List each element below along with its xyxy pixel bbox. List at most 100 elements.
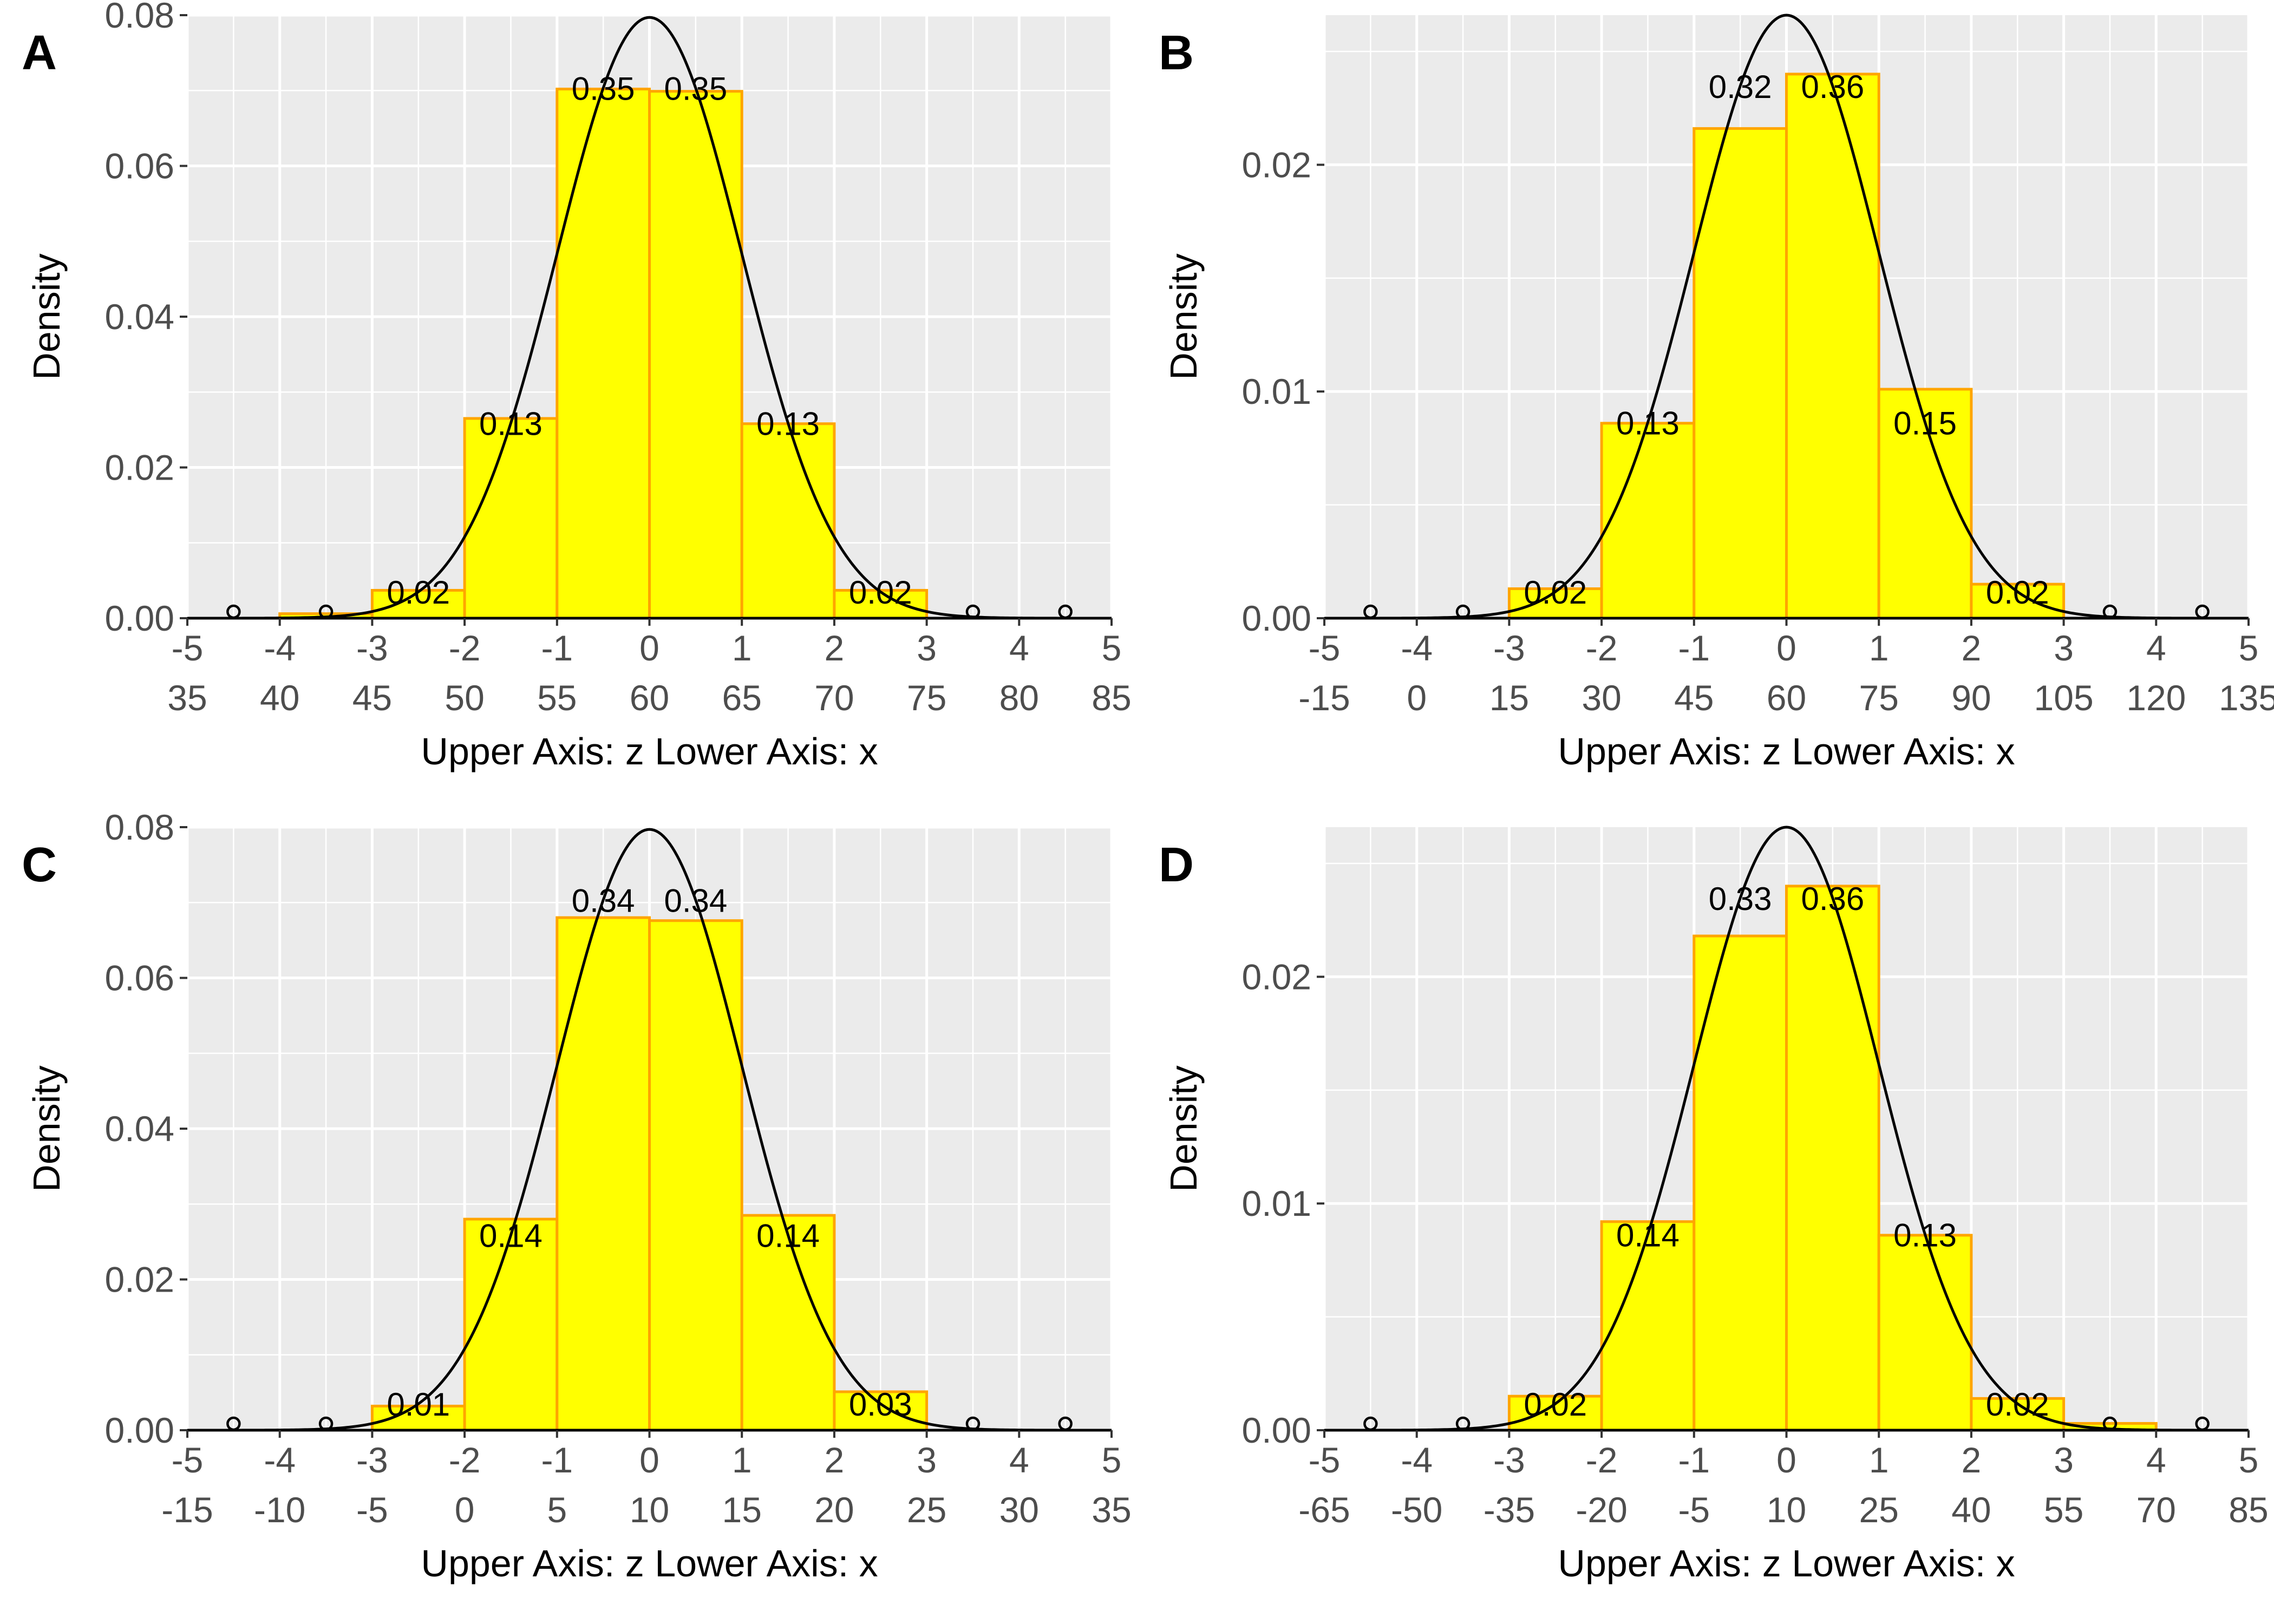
histogram-bar — [648, 919, 743, 1432]
y-axis-title: Density — [1162, 1065, 1205, 1191]
x-axis-title: Upper Axis: z Lower Axis: x — [421, 730, 878, 772]
upper-axis-tick-label: 4 — [1009, 628, 1029, 668]
lower-axis-tick-label: -10 — [254, 1490, 305, 1530]
histogram-bar — [1970, 582, 2066, 620]
upper-axis-tick-label: 5 — [2239, 628, 2259, 668]
upper-axis-tick-label: -5 — [1309, 1440, 1341, 1480]
normal-density-curve — [1324, 826, 2249, 1432]
normal-density-curve — [187, 16, 1112, 620]
histogram-bar — [1600, 422, 1696, 620]
upper-axis-tick-label: -2 — [449, 628, 481, 668]
y-tick-label: 0.08 — [105, 0, 174, 35]
y-tick-label: 0.08 — [105, 807, 174, 847]
panel-letter: D — [1159, 838, 1194, 892]
chart-panel-a: 0.02 0.13 0.35 0.35 0.13 0.02 0.00 0.02 0.04 0.06… — [22, 0, 1132, 772]
bar-value-label: 0.02 — [1986, 574, 2049, 611]
lower-axis-tick-label: 90 — [1951, 678, 1991, 718]
upper-axis-tick-label: 1 — [732, 628, 752, 668]
upper-axis-tick-label: -4 — [1401, 1440, 1433, 1480]
lower-axis-tick-label: 105 — [2034, 678, 2094, 718]
bar-value-label: 0.14 — [756, 1218, 820, 1254]
x-axis-title: Upper Axis: z Lower Axis: x — [421, 1542, 878, 1584]
lower-axis-tick-label: 135 — [2219, 678, 2274, 718]
histogram-bar — [463, 417, 559, 620]
upper-axis-tick-label: 1 — [1869, 1440, 1889, 1480]
upper-axis-tick-label: 2 — [1962, 628, 1982, 668]
upper-axis-tick-label: 4 — [2146, 628, 2166, 668]
panel-letter: A — [22, 26, 57, 80]
lower-axis-tick-label: 55 — [2044, 1490, 2083, 1530]
upper-axis-tick-label: -2 — [449, 1440, 481, 1480]
bar-value-label: 0.34 — [664, 883, 727, 919]
upper-axis-tick-label: -1 — [1678, 1440, 1710, 1480]
bar-value-label: 0.13 — [479, 406, 543, 442]
upper-axis-tick-label: 3 — [917, 628, 937, 668]
y-tick-label: 0.00 — [105, 598, 174, 638]
panel-letter: B — [1159, 26, 1194, 80]
bar-value-label: 0.32 — [1709, 69, 1772, 105]
lower-axis-tick-label: 45 — [352, 678, 392, 718]
lower-axis-tick-label: 10 — [630, 1490, 669, 1530]
upper-axis-tick-label: -4 — [264, 628, 296, 668]
upper-axis-tick-label: -5 — [1309, 628, 1341, 668]
lower-axis-tick-label: 70 — [2136, 1490, 2176, 1530]
histogram-bar — [740, 422, 836, 620]
bar-value-label: 0.13 — [1893, 1217, 1957, 1253]
x-axis-title: Upper Axis: z Lower Axis: x — [1558, 1542, 2015, 1584]
upper-axis-tick-label: 2 — [1962, 1440, 1982, 1480]
lower-axis-tick-label: -50 — [1391, 1490, 1442, 1530]
bar-value-label: 0.34 — [572, 883, 635, 919]
upper-axis-tick-label: 5 — [1102, 628, 1122, 668]
histogram-bar — [1785, 73, 1880, 620]
upper-axis-tick-label: 0 — [639, 628, 659, 668]
bar-value-label: 0.03 — [849, 1386, 912, 1423]
lower-axis-tick-label: 75 — [907, 678, 946, 718]
bar-value-label: 0.02 — [1986, 1386, 2049, 1423]
upper-axis-tick-label: 3 — [2054, 628, 2074, 668]
upper-axis-tick-label: 1 — [732, 1440, 752, 1480]
y-axis-title: Density — [25, 1065, 68, 1191]
bar-value-label: 0.35 — [664, 71, 727, 107]
bar-value-label: 0.14 — [479, 1218, 543, 1254]
lower-axis-tick-label: -5 — [356, 1490, 388, 1530]
x-axis-title: Upper Axis: z Lower Axis: x — [1558, 730, 2015, 772]
histogram-bar — [1507, 1394, 1603, 1432]
lower-axis-tick-label: 30 — [1582, 678, 1621, 718]
histogram-bar — [1877, 1234, 1973, 1432]
upper-axis-tick-label: 5 — [1102, 1440, 1122, 1480]
chart-panel-b: 0.02 0.13 0.32 0.36 0.15 0.02 0.00 0.01 0.02 -5 -1… — [1159, 14, 2274, 772]
bar-value-label: 0.01 — [387, 1386, 450, 1423]
y-tick-label: 0.00 — [1242, 598, 1311, 638]
lower-axis-tick-label: 25 — [907, 1490, 946, 1530]
bar-value-label: 0.36 — [1801, 881, 1864, 917]
lower-axis-tick-label: 40 — [1951, 1490, 1991, 1530]
lower-axis-tick-label: 60 — [630, 678, 669, 718]
lower-axis-tick-label: -5 — [1678, 1490, 1710, 1530]
lower-axis-tick-label: 40 — [260, 678, 299, 718]
lower-axis-tick-label: 10 — [1767, 1490, 1806, 1530]
y-tick-label: 0.06 — [105, 146, 174, 186]
lower-axis-tick-label: 65 — [722, 678, 761, 718]
upper-axis-tick-label: -2 — [1586, 628, 1618, 668]
lower-axis-tick-label: 30 — [999, 1490, 1039, 1530]
lower-axis-tick-label: -35 — [1484, 1490, 1535, 1530]
lower-axis-tick-label: 15 — [722, 1490, 761, 1530]
upper-axis-tick-label: 0 — [1776, 628, 1796, 668]
normal-density-curve — [1324, 14, 2249, 620]
upper-axis-tick-label: 2 — [825, 628, 845, 668]
upper-axis-tick-label: 2 — [825, 1440, 845, 1480]
bar-value-label: 0.14 — [1616, 1217, 1680, 1253]
histogram-bar — [556, 916, 651, 1432]
upper-axis-tick-label: -2 — [1586, 1440, 1618, 1480]
upper-axis-tick-label: 3 — [917, 1440, 937, 1480]
upper-axis-tick-label: -1 — [1678, 628, 1710, 668]
upper-axis-tick-label: -1 — [541, 628, 573, 668]
lower-axis-tick-label: 85 — [1092, 678, 1131, 718]
bar-value-label: 0.02 — [1524, 574, 1587, 611]
upper-axis-tick-label: 5 — [2239, 1440, 2259, 1480]
lower-axis-tick-label: 15 — [1489, 678, 1529, 718]
lower-axis-tick-label: -20 — [1576, 1490, 1627, 1530]
upper-axis-tick-label: -5 — [172, 628, 204, 668]
upper-axis-tick-label: 0 — [639, 1440, 659, 1480]
bar-value-label: 0.02 — [387, 574, 450, 611]
